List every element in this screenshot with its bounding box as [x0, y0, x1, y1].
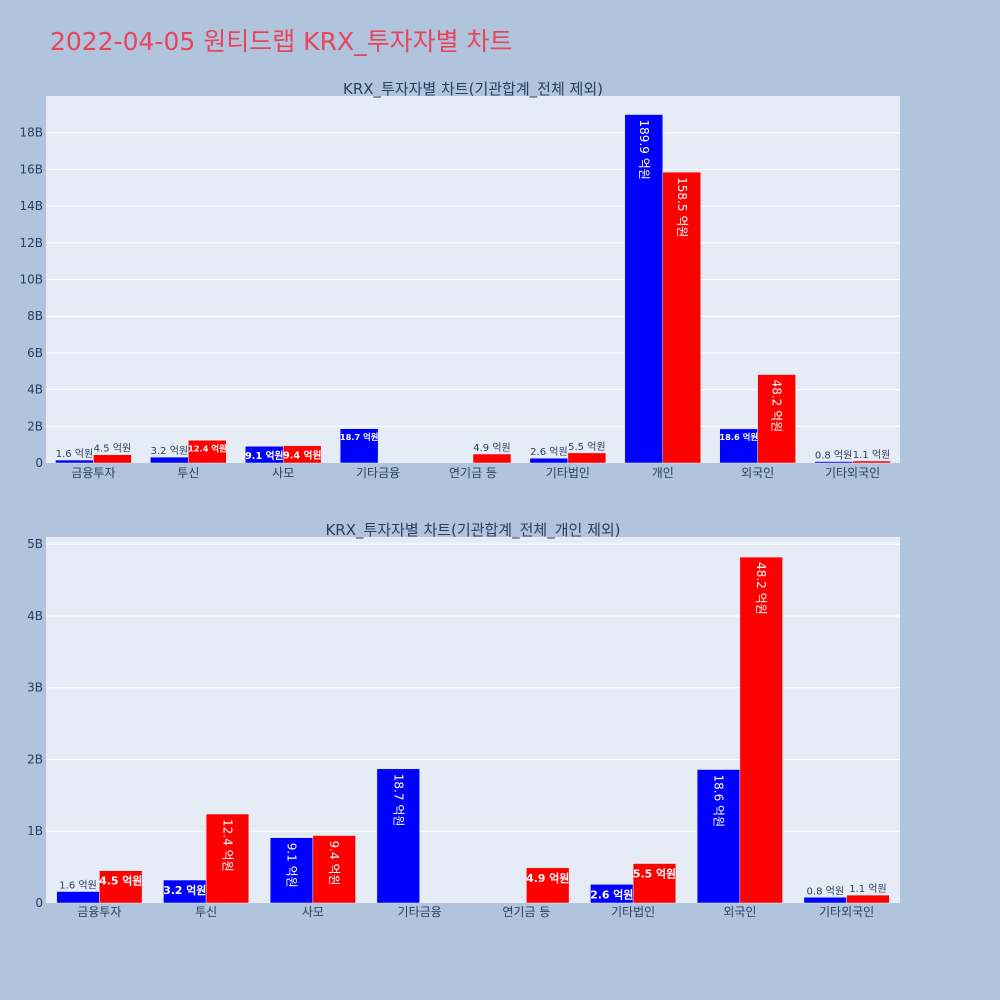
bar[interactable]: [719, 428, 758, 464]
bar[interactable]: [814, 461, 853, 464]
data-label: 2.6 억원: [590, 887, 633, 901]
y-tick-label: 14B: [19, 199, 43, 213]
chart-top-title: KRX_투자자별 차트(기관합계_전체 제외): [343, 80, 603, 99]
bar[interactable]: [529, 457, 569, 464]
data-label: 158.5 억원: [675, 177, 689, 237]
data-label: 1.1 억원: [849, 883, 886, 895]
data-label: 4.5 억원: [94, 443, 131, 455]
y-tick-label: 18B: [19, 126, 43, 140]
bar[interactable]: [757, 374, 796, 464]
data-label: 3.2 억원: [163, 883, 206, 897]
data-label: 189.9 억원: [637, 120, 651, 180]
x-category-label: 외국인: [723, 905, 756, 919]
x-category-label: 기타외국인: [819, 905, 874, 919]
data-label: 2.6 억원: [530, 446, 567, 458]
bar[interactable]: [339, 428, 379, 464]
bar[interactable]: [739, 556, 783, 904]
y-tick-label: 5B: [27, 537, 43, 551]
data-label: 1.1 억원: [853, 449, 890, 461]
bar[interactable]: [662, 171, 701, 464]
data-label: 18.7 억원: [391, 774, 405, 827]
y-tick-label: 10B: [19, 273, 43, 287]
y-tick-label: 8B: [27, 309, 43, 323]
data-label: 18.6 억원: [712, 775, 726, 828]
bar[interactable]: [205, 813, 250, 904]
data-label: 48.2 억원: [770, 380, 784, 433]
data-label: 12.4 억원: [188, 444, 227, 454]
chart-top: KRX_투자자별 차트(기관합계_전체 제외) 0 2B 4B 6B 8B 10B 12B 1…: [19, 80, 900, 480]
bar[interactable]: [624, 114, 664, 464]
x-category-label: 기타법인: [611, 905, 655, 919]
bar[interactable]: [312, 835, 356, 904]
data-label: 1.6 억원: [56, 448, 93, 460]
data-label: 0.8 억원: [815, 450, 852, 462]
x-category-label: 사모: [302, 905, 324, 919]
data-label: 3.2 억원: [151, 445, 188, 457]
x-category-label: 투신: [177, 466, 199, 480]
data-label: 18.7 억원: [340, 432, 379, 442]
y-tick-label: 16B: [19, 162, 43, 176]
bar[interactable]: [93, 454, 132, 464]
bar[interactable]: [696, 769, 741, 904]
bar[interactable]: [846, 894, 890, 904]
data-label: 48.2 억원: [754, 562, 768, 615]
y-tick-label: 2B: [27, 419, 43, 433]
bar[interactable]: [376, 768, 420, 904]
data-label: 18.6 억원: [719, 432, 758, 442]
data-label: 5.5 억원: [633, 866, 676, 880]
bar[interactable]: [567, 452, 607, 464]
x-category-label: 기타금융: [398, 905, 442, 919]
bar[interactable]: [282, 445, 322, 464]
x-category-label: 금융투자: [71, 466, 115, 480]
data-label: 9.1 억원: [245, 449, 283, 462]
data-label: 4.9 억원: [473, 442, 510, 454]
data-label: 4.5 억원: [99, 874, 142, 888]
data-label: 0.8 억원: [807, 885, 844, 897]
x-category-label: 기타금융: [356, 466, 400, 480]
page-title: 2022-04-05 원티드랩 KRX_투자자별 차트: [50, 27, 513, 56]
x-category-label: 기타법인: [546, 466, 590, 480]
bar[interactable]: [269, 837, 314, 904]
bar[interactable]: [526, 867, 570, 904]
bar[interactable]: [472, 453, 512, 464]
chart-bottom-title: KRX_투자자별 차트(기관합계_전체_개인 제외): [325, 521, 620, 540]
bar[interactable]: [99, 870, 143, 904]
data-label: 9.4 억원: [283, 448, 321, 461]
x-category-label: 투신: [195, 905, 217, 919]
bar[interactable]: [55, 459, 94, 464]
x-category-label: 기타외국인: [825, 466, 880, 480]
x-category-label: 사모: [272, 466, 294, 480]
y-tick-label: 6B: [27, 346, 43, 360]
data-label: 5.5 억원: [568, 441, 605, 453]
x-category-label: 연기금 등: [502, 905, 550, 919]
y-tick-label: 12B: [19, 236, 43, 250]
y-tick-label: 0: [35, 456, 43, 470]
y-tick-label: 3B: [27, 681, 43, 695]
y-tick-label: 2B: [27, 752, 43, 766]
data-label: 9.4 억원: [327, 841, 341, 886]
y-tick-label: 1B: [27, 824, 43, 838]
data-label: 1.6 억원: [59, 880, 96, 892]
bar[interactable]: [632, 863, 677, 904]
x-category-label: 개인: [652, 466, 674, 480]
bar[interactable]: [188, 439, 227, 464]
bar[interactable]: [852, 460, 891, 464]
y-tick-label: 4B: [27, 609, 43, 623]
bar[interactable]: [56, 891, 100, 904]
data-label: 9.1 억원: [285, 843, 299, 888]
data-label: 4.9 억원: [526, 871, 569, 885]
bar[interactable]: [803, 897, 847, 904]
data-label: 12.4 억원: [220, 819, 234, 872]
bar[interactable]: [150, 456, 189, 464]
x-category-label: 금융투자: [77, 905, 121, 919]
y-tick-label: 4B: [27, 383, 43, 397]
y-tick-label: 0: [35, 896, 43, 910]
chart-bottom: KRX_투자자별 차트(기관합계_전체_개인 제외) 0 1B 2B 3B 4B 5B 금융…: [27, 521, 900, 919]
x-category-label: 외국인: [741, 466, 774, 480]
x-category-label: 연기금 등: [449, 466, 497, 480]
